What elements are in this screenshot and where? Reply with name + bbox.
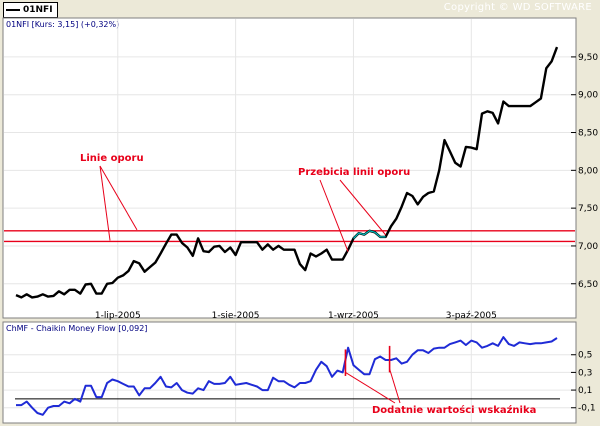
price-y-tick-label: 6,50 [578, 280, 598, 290]
price-grid [4, 19, 575, 317]
annotation-breakout-label: Przebicia linii oporu [298, 167, 410, 178]
x-tick-label: 1-sie-2005 [212, 311, 260, 321]
copyright-text: Copyright © WD SOFTWARE [443, 2, 592, 13]
mf-series [16, 336, 558, 416]
legend-line-swatch [6, 9, 20, 11]
annotations: Linie oporu Przebicia linii oporu Dodatnie… [80, 153, 536, 416]
price-x-axis: 1-lip-2005 1-sie-2005 1-wrz-2005 3-paź-2005 [95, 311, 497, 321]
x-tick-label: 1-lip-2005 [95, 311, 141, 321]
price-y-tick-label: 9,00 [578, 91, 598, 101]
annotation-arrow [345, 371, 396, 404]
mf-y-tick-label: -0,1 [578, 404, 596, 414]
annotation-resistance-label: Linie oporu [80, 153, 144, 164]
price-y-tick-label: 8,00 [578, 166, 598, 176]
price-y-tick-label: 7,00 [578, 242, 598, 252]
annotation-arrow [99, 165, 138, 231]
price-y-tick-label: 7,50 [578, 204, 598, 214]
annotation-mf-label: Dodatnie wartości wskaźnika [372, 404, 536, 416]
annotation-arrow [339, 179, 386, 236]
price-y-axis: 6,50 7,00 7,50 8,00 8,50 9,00 9,50 [571, 53, 598, 290]
breakout-highlight [353, 230, 386, 239]
legend-label: 01NFI [23, 5, 53, 15]
resistance-lines [4, 230, 575, 243]
x-tick-label: 3-paź-2005 [446, 311, 497, 321]
price-y-tick-label: 8,50 [578, 129, 598, 139]
annotation-arrow [319, 179, 349, 252]
mf-y-tick-label: 0,1 [578, 386, 592, 396]
mf-y-axis: -0,1 0,1 0,3 0,5 [571, 351, 596, 414]
mf-grid [4, 323, 575, 422]
mf-line [16, 336, 558, 416]
price-panel-title: 01NFI [Kurs: 3,15] (+0,32%) [6, 20, 119, 29]
annotation-arrow [389, 368, 401, 404]
mf-y-tick-label: 0,3 [578, 368, 592, 378]
x-tick-label: 1-wrz-2005 [328, 311, 379, 321]
price-panel [2, 17, 577, 319]
annotation-arrow [99, 165, 111, 241]
price-series [15, 46, 559, 299]
price-line [15, 46, 559, 299]
mf-y-tick-label: 0,5 [578, 351, 592, 361]
price-y-tick-label: 9,50 [578, 53, 598, 63]
mf-panel-title: ChMF - Chaikin Money Flow [0,092] [6, 324, 147, 333]
